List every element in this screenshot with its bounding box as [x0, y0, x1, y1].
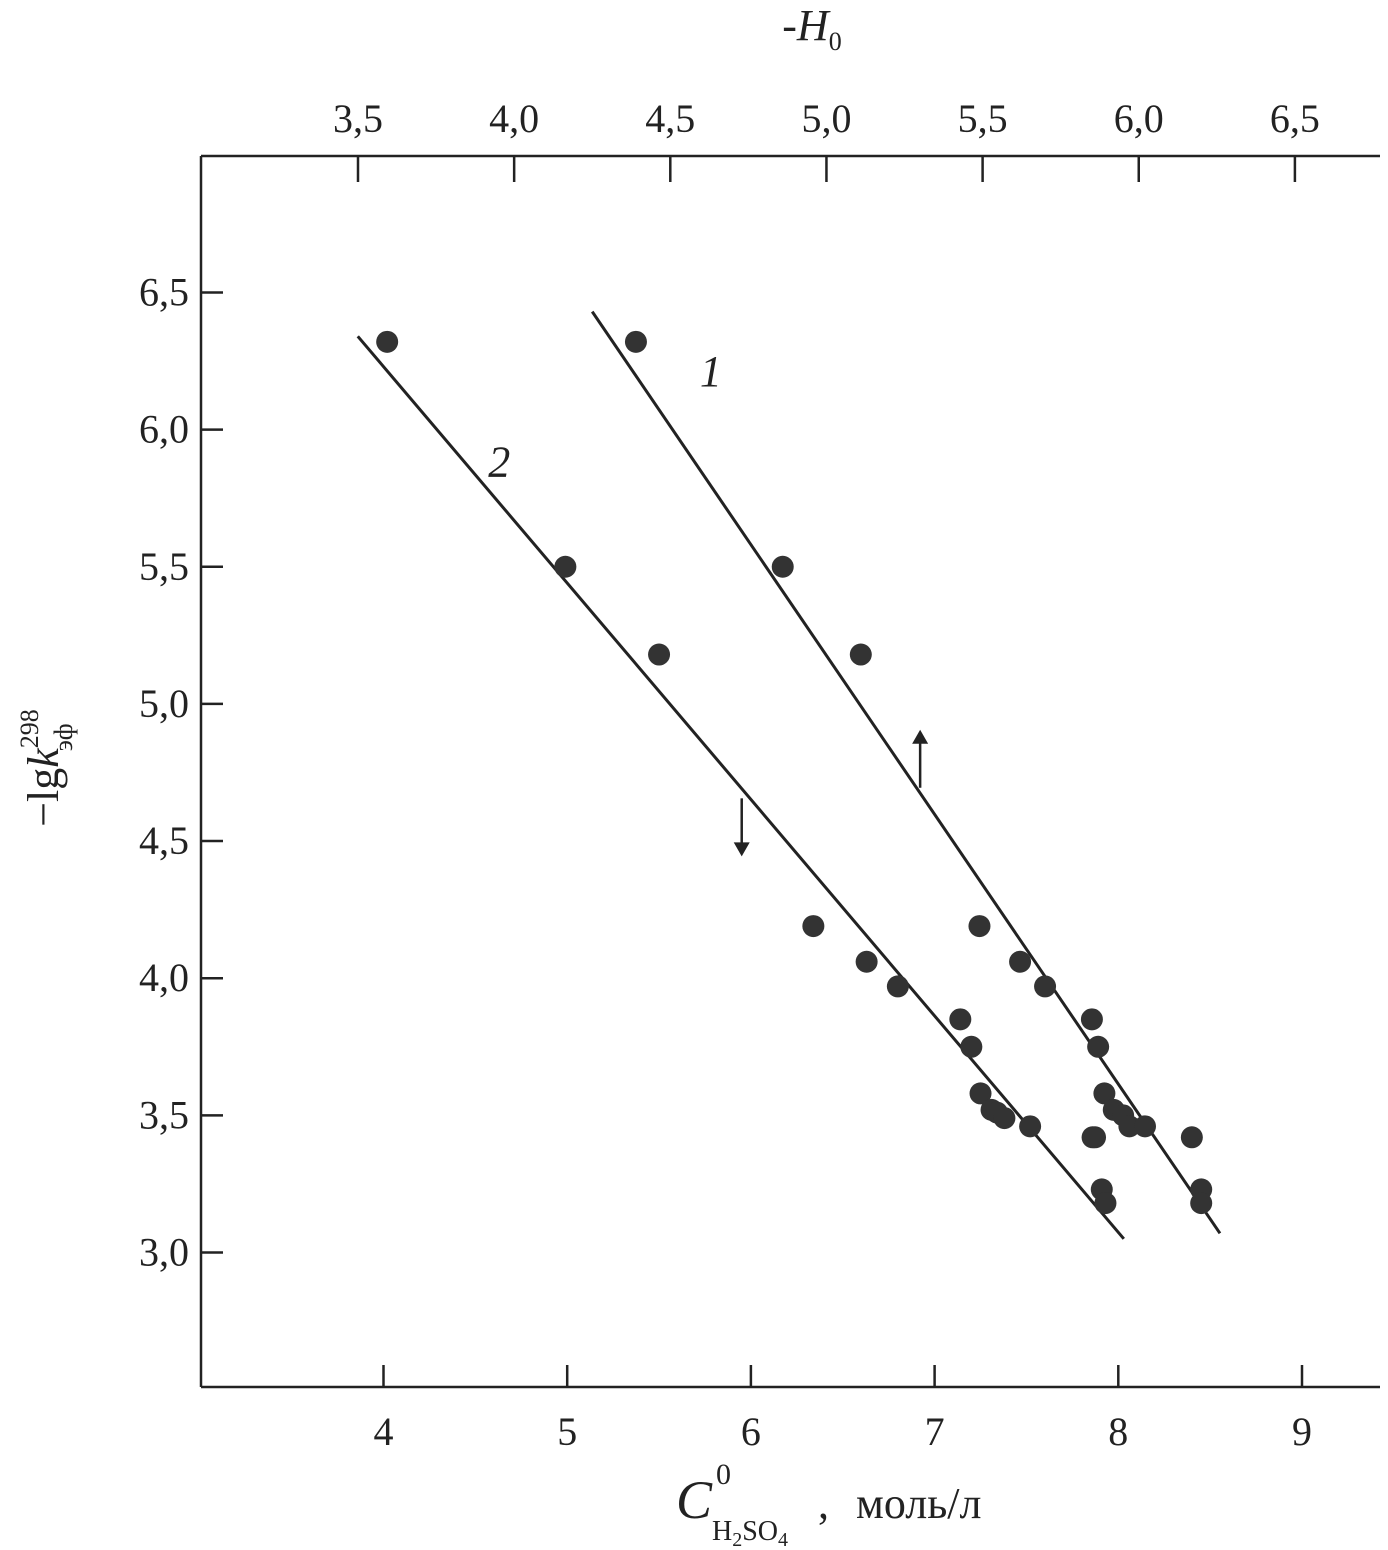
x-axis-title-symbol: C — [676, 1470, 713, 1530]
data-point-series-2 — [886, 975, 909, 998]
data-point-series-1 — [1093, 1082, 1116, 1105]
data-point-series-2 — [1019, 1115, 1042, 1138]
y-axis-title: −lgk298 эф — [15, 709, 78, 827]
x-axis-title-subscript: H2SO4 — [712, 1516, 788, 1550]
data-point-series-1 — [1190, 1192, 1213, 1215]
data-point-series-2 — [969, 1082, 992, 1105]
arrow-up-icon — [912, 729, 929, 744]
data-point-series-1 — [1118, 1115, 1141, 1138]
x-tick-label: 4 — [374, 1409, 394, 1454]
y-tick-label: 6,5 — [139, 269, 189, 314]
data-point-series-1 — [1009, 950, 1032, 973]
y-axis-title-superscript: 298 — [15, 709, 44, 748]
x-tick-label: 5 — [557, 1409, 577, 1454]
x2-tick-label: 4,5 — [645, 96, 695, 141]
annotations: 12 — [488, 347, 929, 857]
y-tick-label: 3,5 — [139, 1092, 189, 1137]
x2-tick-label: 5,0 — [801, 96, 851, 141]
y-axis-title-text: −lgk298 эф — [15, 709, 78, 827]
x2-tick-label: 5,5 — [958, 96, 1008, 141]
x-tick-label: 7 — [925, 1409, 945, 1454]
data-point-series-1 — [771, 555, 794, 578]
data-point-series-2 — [648, 643, 671, 666]
y-axis-title-subscript: эф — [49, 723, 78, 751]
fit-line-series-2 — [356, 335, 1125, 1240]
y-tick-label: 6,0 — [139, 407, 189, 452]
x-axis-title: C 0 H2SO4 , моль/л — [676, 1458, 981, 1550]
data-point-series-2 — [949, 1008, 972, 1031]
data-point-series-2 — [802, 915, 825, 938]
y-tick-label: 4,0 — [139, 955, 189, 1000]
data-point-series-2 — [1094, 1192, 1117, 1215]
data-points — [376, 330, 1213, 1215]
fit-line-series-1 — [590, 310, 1222, 1235]
x-axis-subscript-so: SO — [742, 1516, 778, 1547]
x-axis-top: 3,5 4,0 4,5 5,0 5,5 6,0 6,5 — [333, 96, 1320, 182]
data-point-series-2 — [554, 555, 577, 578]
data-point-series-1 — [968, 915, 991, 938]
x2-tick-label: 6,0 — [1114, 96, 1164, 141]
x2-axis-title: -H0 — [782, 1, 841, 56]
data-point-series-1 — [624, 330, 647, 353]
x2-tick-label: 3,5 — [333, 96, 383, 141]
data-point-series-1 — [1087, 1035, 1110, 1058]
x-tick-label: 9 — [1292, 1409, 1312, 1454]
x-axis-bottom: 4 5 6 7 8 9 — [374, 1365, 1312, 1454]
data-point-series-1 — [1180, 1126, 1203, 1149]
plot-frame — [199, 154, 1380, 1389]
data-point-series-2 — [960, 1035, 983, 1058]
x-axis-title-superscript: 0 — [716, 1458, 731, 1491]
arrow-down-icon — [733, 842, 750, 857]
data-point-series-2 — [1081, 1126, 1104, 1149]
y-tick-label: 5,5 — [139, 544, 189, 589]
y-tick-label: 4,5 — [139, 818, 189, 863]
series-label-2: 2 — [488, 438, 510, 487]
x-axis-title-separator: , — [818, 1479, 829, 1528]
x2-tick-label: 6,5 — [1270, 96, 1320, 141]
data-point-series-2 — [993, 1107, 1016, 1130]
x-axis-subscript-4: 4 — [778, 1529, 788, 1550]
series-label-1: 1 — [700, 347, 722, 396]
data-point-series-2 — [376, 330, 399, 353]
data-point-series-1 — [1080, 1008, 1103, 1031]
y-axis-title-symbol: k — [19, 747, 68, 768]
x-axis-subscript-h: H — [712, 1516, 732, 1547]
data-point-series-1 — [1034, 975, 1057, 998]
y-tick-label: 5,0 — [139, 681, 189, 726]
x2-axis-title-subscript: 0 — [829, 27, 842, 56]
x-tick-label: 8 — [1108, 1409, 1128, 1454]
y-axis-left: 3,0 3,5 4,0 4,5 5,0 5,5 6,0 6,5 — [139, 269, 223, 1275]
y-axis-title-prefix: −lg — [19, 768, 68, 827]
x-tick-label: 6 — [741, 1409, 761, 1454]
x2-tick-label: 4,0 — [489, 96, 539, 141]
data-point-series-1 — [1133, 1115, 1156, 1138]
x2-axis-title-text: -H — [782, 1, 831, 50]
fit-lines — [356, 310, 1222, 1240]
x-axis-subscript-2: 2 — [732, 1529, 742, 1550]
data-point-series-2 — [855, 950, 878, 973]
data-point-series-1 — [849, 643, 872, 666]
x-axis-title-unit: моль/л — [856, 1479, 981, 1528]
y-tick-label: 3,0 — [139, 1230, 189, 1275]
